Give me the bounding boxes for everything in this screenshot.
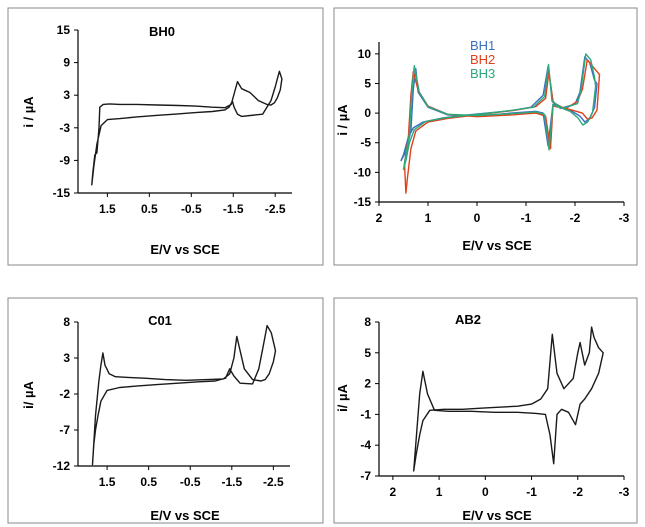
x-axis-title: E/V vs SCE xyxy=(462,238,532,253)
x-tick-label: -1.5 xyxy=(223,202,244,216)
y-tick-label: -2 xyxy=(59,387,70,401)
x-tick-label: 0.5 xyxy=(140,475,157,489)
y-axis-title: i / µA xyxy=(335,104,350,136)
x-tick-label: -2.5 xyxy=(263,475,284,489)
x-tick-label: 0 xyxy=(482,485,489,499)
legend-entry-bh1: BH1 xyxy=(470,38,495,53)
y-tick-label: -7 xyxy=(360,469,371,483)
x-tick-label: 0.5 xyxy=(141,202,158,216)
chart-panel-3: 8 3 -2 -7 -12 1.5 0.5 -0.5 -1.5 -2.5 E/V vs SCE i/ … xyxy=(7,297,324,524)
x-axis-title: E/V vs SCE xyxy=(150,242,220,257)
y-tick-label: 10 xyxy=(358,47,372,61)
y-tick-label: 8 xyxy=(63,315,70,329)
y-axis-title: i / µA xyxy=(21,96,36,128)
x-tick-label: -0.5 xyxy=(180,475,201,489)
y-tick-label: 9 xyxy=(63,56,70,70)
x-tick-label: -2.5 xyxy=(265,202,286,216)
x-tick-label: -3 xyxy=(619,485,630,499)
x-tick-label: 2 xyxy=(376,211,383,225)
y-tick-label: -4 xyxy=(360,438,371,452)
panel-title: BH0 xyxy=(149,24,175,39)
series-line-bh3 xyxy=(402,53,597,171)
x-tick-label: 0 xyxy=(474,211,481,225)
panel-frame xyxy=(333,297,638,524)
x-tick-label: -0.5 xyxy=(181,202,202,216)
y-tick-label: 2 xyxy=(364,377,371,391)
y-tick-label: -5 xyxy=(360,136,371,150)
y-tick-label: 8 xyxy=(364,315,371,329)
panel-frame xyxy=(7,7,324,266)
y-tick-label: -3 xyxy=(59,121,70,135)
y-tick-label: -15 xyxy=(354,195,372,209)
legend-entry-bh3: BH3 xyxy=(470,66,495,81)
x-tick-label: 1.5 xyxy=(99,475,116,489)
x-tick-label: -2 xyxy=(572,485,583,499)
x-tick-label: -1.5 xyxy=(221,475,242,489)
x-tick-label: 1 xyxy=(436,485,443,499)
panel-title: AB2 xyxy=(455,312,481,327)
x-tick-label: 1.5 xyxy=(99,202,116,216)
series-line-1 xyxy=(91,70,283,186)
y-tick-label: 15 xyxy=(57,23,71,37)
y-tick-label: 5 xyxy=(364,76,371,90)
x-tick-label: -1 xyxy=(526,485,537,499)
panel-frame xyxy=(333,7,638,266)
panel-title: C01 xyxy=(148,313,172,328)
legend-entry-bh2: BH2 xyxy=(470,52,495,67)
x-tick-label: -3 xyxy=(619,211,630,225)
y-tick-label: -10 xyxy=(354,165,372,179)
y-tick-label: -15 xyxy=(53,186,71,200)
panel-frame xyxy=(7,297,324,524)
y-tick-label: -9 xyxy=(59,153,70,167)
series-line-1 xyxy=(413,326,604,472)
x-tick-label: -2 xyxy=(570,211,581,225)
x-tick-label: -1 xyxy=(521,211,532,225)
series-line-1 xyxy=(91,324,277,466)
chart-panel-4: 8 5 2 -1 -4 -7 2 1 0 -1 -2 -3 E/V vs SCE i/ µA AB2 xyxy=(333,297,638,524)
chart-panel-1: 15 9 3 -3 -9 -15 1.5 0.5 -0.5 -1.5 -2.5 E/V vs SCE i… xyxy=(7,7,324,266)
y-tick-label: 0 xyxy=(364,106,371,120)
y-tick-label: 3 xyxy=(63,88,70,102)
y-axis-title: i/ µA xyxy=(335,384,350,412)
x-axis-title: E/V vs SCE xyxy=(462,508,532,523)
y-tick-label: -12 xyxy=(53,459,71,473)
x-axis-title: E/V vs SCE xyxy=(150,508,220,523)
y-axis-title: i/ µA xyxy=(21,381,36,409)
x-tick-label: 2 xyxy=(390,485,397,499)
y-tick-label: -7 xyxy=(59,423,70,437)
y-tick-label: -1 xyxy=(360,407,371,421)
y-tick-label: 3 xyxy=(63,351,70,365)
y-tick-label: 5 xyxy=(364,346,371,360)
x-tick-label: 1 xyxy=(425,211,432,225)
